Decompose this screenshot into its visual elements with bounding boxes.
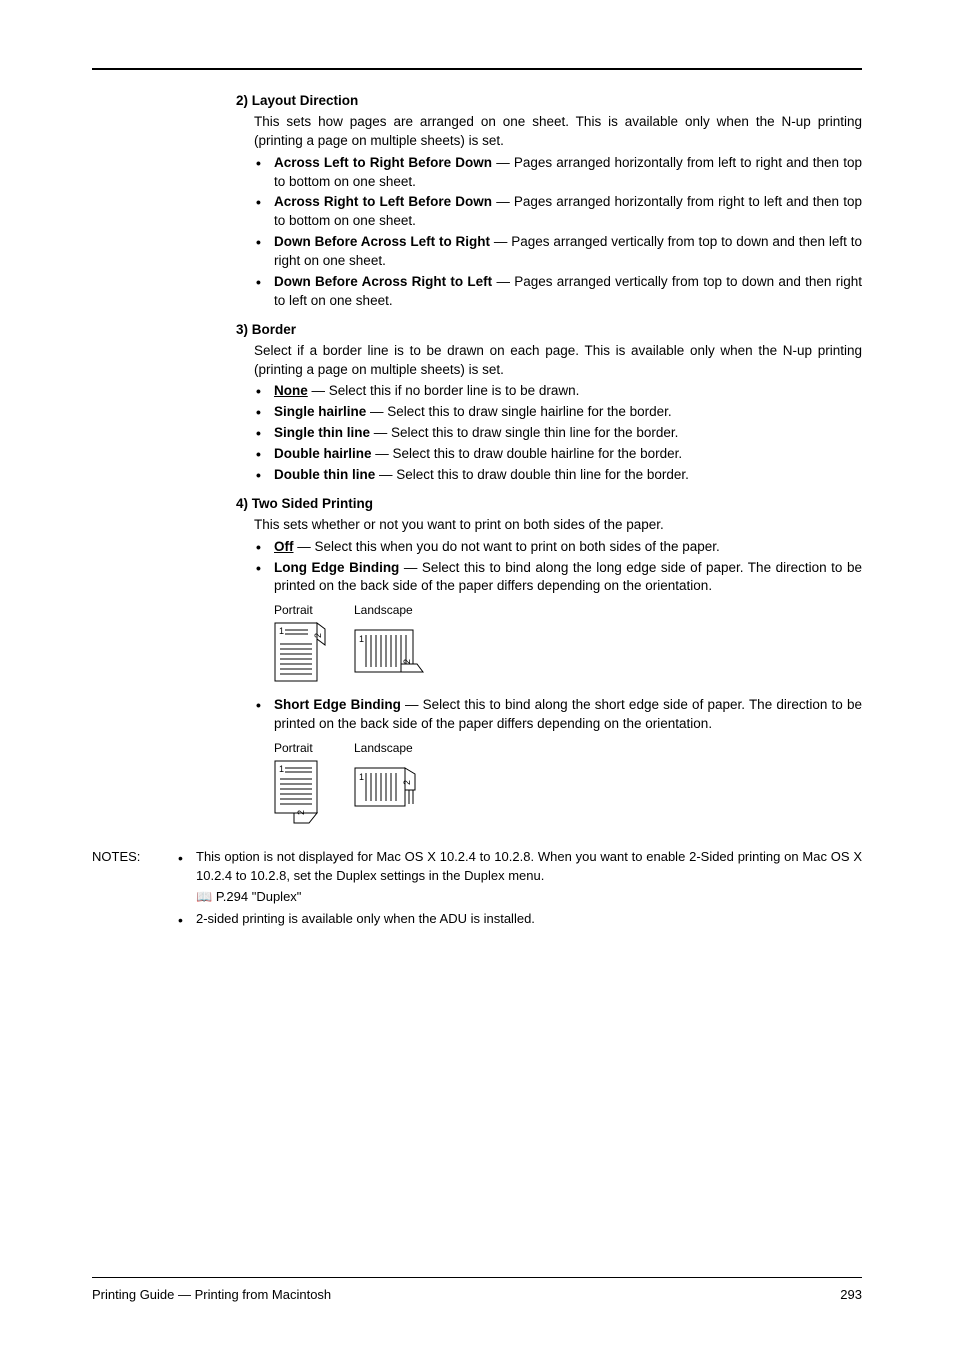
svg-text:2: 2: [402, 780, 412, 785]
section-description: This sets whether or not you want to pri…: [236, 516, 862, 535]
section-border: 3) Border Select if a border line is to …: [236, 321, 862, 485]
notes-label: NOTES:: [92, 848, 172, 932]
option-name: Short Edge Binding: [274, 697, 401, 712]
portrait-diagram: Portrait 1 2: [274, 602, 326, 686]
svg-text:2: 2: [402, 659, 412, 664]
options-list: Off — Select this when you do not want t…: [236, 538, 862, 597]
landscape-diagram: Landscape 1 2: [354, 602, 426, 686]
option-name: Single hairline: [274, 404, 366, 419]
svg-text:2: 2: [313, 633, 323, 638]
portrait-diagram: Portrait 1 2: [274, 740, 326, 828]
list-item: Double hairline — Select this to draw do…: [254, 445, 862, 464]
svg-text:1: 1: [359, 634, 364, 644]
list-item: Short Edge Binding — Select this to bind…: [254, 696, 862, 734]
diagram-label: Portrait: [274, 602, 313, 619]
options-list: None — Select this if no border line is …: [236, 382, 862, 484]
option-name: Long Edge Binding: [274, 560, 399, 575]
list-item: Single hairline — Select this to draw si…: [254, 403, 862, 422]
option-name: Down Before Across Left to Right: [274, 234, 490, 249]
reference-text: P.294 "Duplex": [216, 889, 302, 904]
page-footer: Printing Guide — Printing from Macintosh…: [92, 1277, 862, 1304]
section-title: Layout Direction: [252, 93, 359, 108]
portrait-long-edge-icon: 1 2: [274, 622, 326, 686]
notes-body: This option is not displayed for Mac OS …: [172, 848, 862, 932]
option-name: Single thin line: [274, 425, 370, 440]
svg-text:1: 1: [359, 772, 364, 782]
option-name: Down Before Across Right to Left: [274, 274, 492, 289]
short-edge-diagrams: Portrait 1 2 Landscape: [236, 740, 862, 828]
landscape-long-edge-icon: 1 2: [354, 622, 426, 680]
diagram-label: Landscape: [354, 602, 413, 619]
option-name: Double hairline: [274, 446, 372, 461]
footer-page-number: 293: [840, 1286, 862, 1304]
section-heading: 2) Layout Direction: [236, 92, 862, 111]
long-edge-diagrams: Portrait 1 2 Landsc: [236, 602, 862, 686]
option-text: — Select this if no border line is to be…: [308, 383, 580, 398]
list-item: Single thin line — Select this to draw s…: [254, 424, 862, 443]
list-item: None — Select this if no border line is …: [254, 382, 862, 401]
svg-text:1: 1: [279, 626, 284, 636]
cross-reference: 📖 P.294 "Duplex": [172, 888, 862, 906]
option-name: Across Left to Right Before Down: [274, 155, 492, 170]
section-description: This sets how pages are arranged on one …: [236, 113, 862, 151]
list-item: Down Before Across Right to Left — Pages…: [254, 273, 862, 311]
list-item: Long Edge Binding — Select this to bind …: [254, 559, 862, 597]
list-item: This option is not displayed for Mac OS …: [172, 848, 862, 886]
option-text: — Select this to draw single thin line f…: [370, 425, 678, 440]
top-rule: [92, 68, 862, 70]
portrait-short-edge-icon: 1 2: [274, 760, 326, 828]
list-item: Off — Select this when you do not want t…: [254, 538, 862, 557]
footer-left: Printing Guide — Printing from Macintosh: [92, 1286, 331, 1304]
section-layout-direction: 2) Layout Direction This sets how pages …: [236, 92, 862, 311]
option-name: Double thin line: [274, 467, 375, 482]
option-text: — Select this to draw double hairline fo…: [372, 446, 683, 461]
landscape-diagram: Landscape 1 2: [354, 740, 426, 828]
option-name: Off: [274, 539, 294, 554]
landscape-short-edge-icon: 1 2: [354, 760, 426, 812]
section-description: Select if a border line is to be drawn o…: [236, 342, 862, 380]
option-name: None: [274, 383, 308, 398]
section-heading: 4) Two Sided Printing: [236, 495, 862, 514]
option-text: — Select this to draw single hairline fo…: [366, 404, 671, 419]
option-text: — Select this when you do not want to pr…: [294, 539, 720, 554]
svg-text:2: 2: [296, 810, 306, 815]
section-number: 2): [236, 92, 248, 111]
option-name: Across Right to Left Before Down: [274, 194, 492, 209]
list-item: 2-sided printing is available only when …: [172, 910, 862, 929]
section-number: 4): [236, 495, 248, 514]
diagram-label: Portrait: [274, 740, 313, 757]
options-list: Across Left to Right Before Down — Pages…: [236, 154, 862, 311]
diagram-label: Landscape: [354, 740, 413, 757]
options-list: Short Edge Binding — Select this to bind…: [236, 696, 862, 734]
notes-list: 2-sided printing is available only when …: [172, 910, 862, 929]
list-item: Across Right to Left Before Down — Pages…: [254, 193, 862, 231]
section-heading: 3) Border: [236, 321, 862, 340]
list-item: Across Left to Right Before Down — Pages…: [254, 154, 862, 192]
list-item: Down Before Across Left to Right — Pages…: [254, 233, 862, 271]
book-icon: 📖: [196, 889, 212, 904]
notes-section: NOTES: This option is not displayed for …: [92, 848, 862, 932]
section-title: Two Sided Printing: [252, 496, 373, 511]
notes-list: This option is not displayed for Mac OS …: [172, 848, 862, 886]
svg-text:1: 1: [279, 764, 284, 774]
section-title: Border: [252, 322, 296, 337]
section-two-sided: 4) Two Sided Printing This sets whether …: [236, 495, 862, 828]
main-content: 2) Layout Direction This sets how pages …: [92, 92, 862, 828]
option-text: — Select this to draw double thin line f…: [375, 467, 689, 482]
list-item: Double thin line — Select this to draw d…: [254, 466, 862, 485]
section-number: 3): [236, 321, 248, 340]
